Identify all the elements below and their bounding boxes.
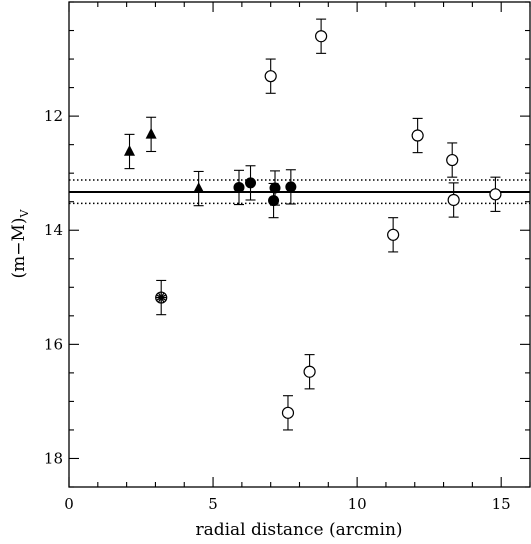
data-point-open-circle [411,117,424,154]
data-point-open-circle [387,217,400,253]
marker [145,127,157,139]
data-point-filled-circle [245,165,257,201]
data-point-filled-triangle [145,116,157,153]
data-point-filled-circle [233,169,245,206]
y-tick-label: 18 [44,449,63,467]
data-point-starred-circle [155,279,168,316]
data-point-open-circle [446,142,459,178]
marker [285,181,297,193]
y-axis-label-main: (m−M) [9,217,29,278]
y-tick-label: 16 [44,335,63,353]
data-point-open-circle [264,58,277,94]
y-axis-label-subscript: V [18,208,31,218]
marker [315,30,328,43]
x-tick-label: 5 [208,495,218,513]
marker [233,181,245,193]
marker-ray [156,294,167,301]
marker [447,193,460,207]
x-tick-label: 10 [348,495,367,513]
marker [124,144,136,156]
marker [269,182,281,194]
data-point-filled-circle [268,182,280,219]
marker [446,153,459,167]
data-point-open-circle [315,18,328,54]
y-axis-label: (m−M)V [9,208,31,278]
data-point-open-circle [281,395,295,431]
x-tick-label: 15 [492,495,511,513]
x-axis-label: radial distance (arcmin) [195,520,402,540]
marker [489,188,502,201]
marker [245,177,257,189]
y-tick-label: 14 [44,221,63,239]
marker [303,365,316,378]
x-tick-label: 0 [64,495,74,513]
marker [387,228,400,241]
axis-ticks [68,1,531,488]
reference-lines [69,179,530,205]
data-point-filled-triangle [193,170,205,207]
marker [268,195,280,207]
y-tick-label: 12 [44,107,63,125]
data-point-open-circle [303,354,316,390]
marker [193,182,205,193]
data-points [124,18,502,431]
data-point-filled-circle [285,169,297,205]
data-point-filled-triangle [124,133,136,170]
marker [411,129,424,142]
data-point-open-circle [447,182,460,218]
marker [281,406,295,419]
data-point-open-circle [489,176,502,212]
marker [264,70,277,83]
tick-labels: 0 5 10 15 12 14 16 18 [44,107,511,513]
plot-frame [68,1,531,488]
